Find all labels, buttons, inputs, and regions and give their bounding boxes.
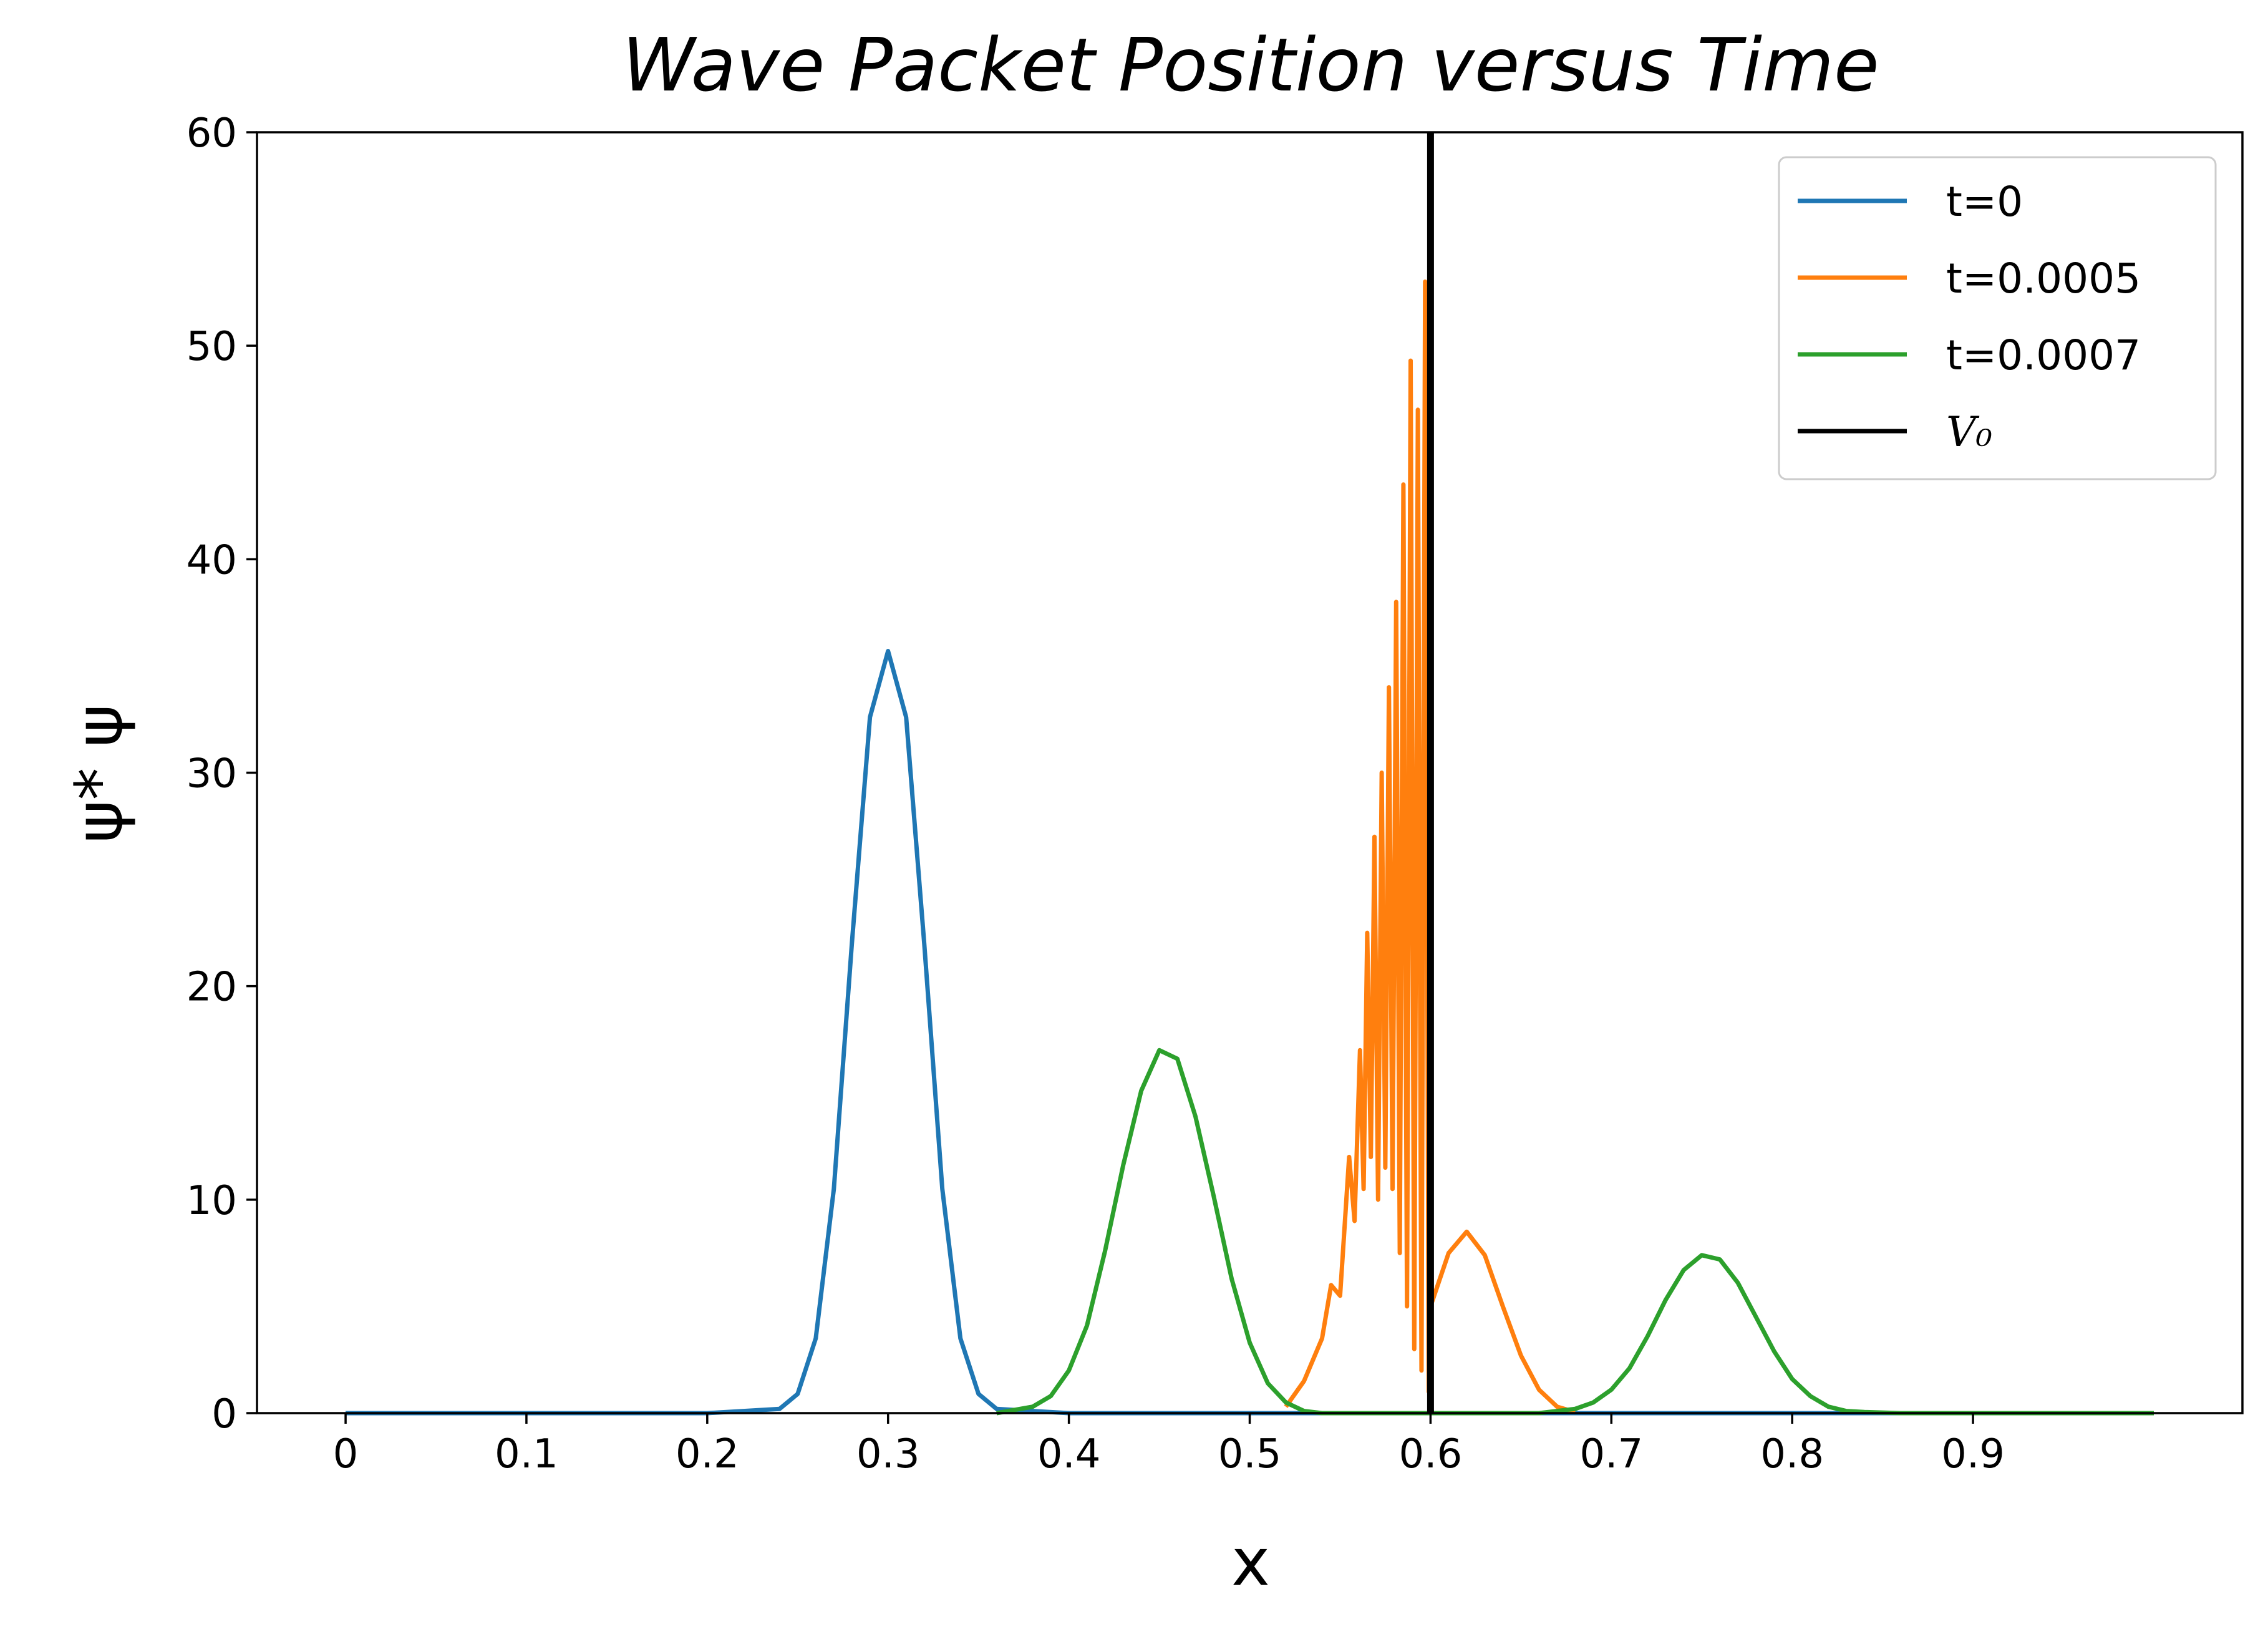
legend-label: t=0.0007	[1946, 331, 2141, 379]
x-tick-label: 0.1	[495, 1431, 558, 1477]
legend-label: t=0	[1946, 178, 2023, 226]
series-line-0	[346, 649, 2154, 1416]
plot-area: 0 0.1 0.2 0.3 0.4 0.5 0.6 0.7 0.8 0.9 0 10 20 30 40 50 6…	[187, 110, 2244, 1477]
x-tick-label: 0.5	[1218, 1431, 1282, 1477]
x-tick-label: 0.7	[1579, 1431, 1643, 1477]
legend-label: V₀	[1946, 408, 1992, 456]
x-axis-label: x	[1231, 1524, 1270, 1600]
x-tick-label: 0.3	[856, 1431, 920, 1477]
x-tick-label: 0	[333, 1431, 359, 1477]
series-line-1	[1284, 280, 1576, 1414]
x-tick-label: 0.6	[1399, 1431, 1463, 1477]
x-tick-label: 0.9	[1941, 1431, 2005, 1477]
x-tick-label: 0.4	[1037, 1431, 1101, 1477]
y-tick-label: 50	[187, 324, 237, 370]
series-line-2	[996, 1048, 2154, 1416]
y-tick-label: 0	[211, 1391, 237, 1437]
y-axis-label: ψ* ψ	[61, 704, 137, 843]
y-tick-label: 20	[187, 965, 237, 1011]
x-tick-label: 0.8	[1760, 1431, 1824, 1477]
chart-title: Wave Packet Position versus Time	[622, 22, 1879, 108]
legend: t=0 t=0.0005 t=0.0007 V₀	[1778, 156, 2217, 480]
y-tick-label: 30	[187, 751, 237, 797]
legend-label: t=0.0005	[1946, 255, 2141, 303]
x-tick-label: 0.2	[676, 1431, 739, 1477]
y-tick-label: 60	[187, 110, 237, 157]
legend-box	[1778, 156, 2217, 480]
y-tick-label: 40	[187, 537, 237, 583]
y-tick-label: 10	[187, 1178, 237, 1224]
